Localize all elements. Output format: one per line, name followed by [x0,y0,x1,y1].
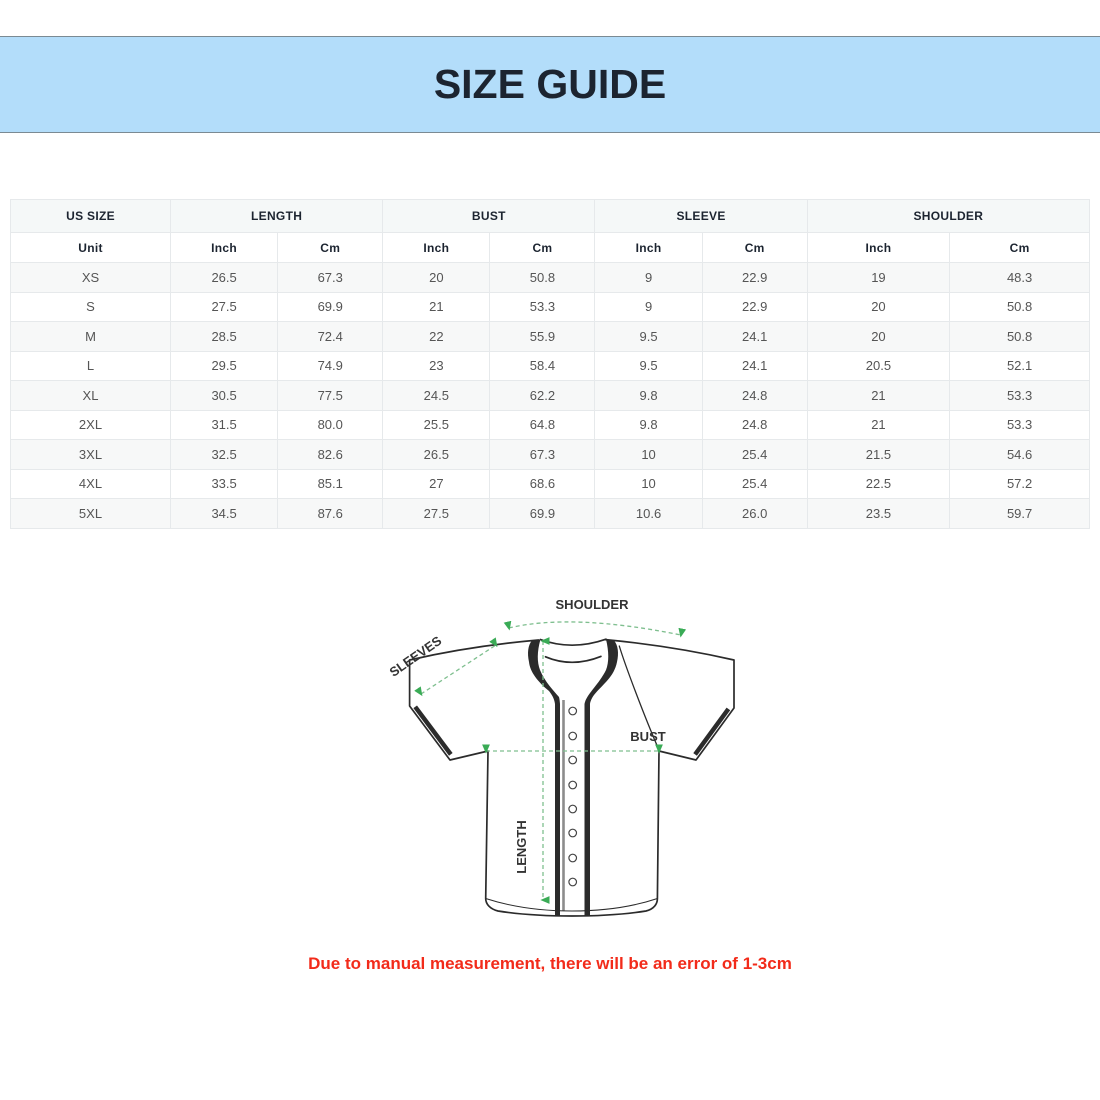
svg-text:LENGTH: LENGTH [514,820,529,873]
svg-text:BUST: BUST [630,729,665,744]
svg-text:SHOULDER: SHOULDER [556,600,630,612]
svg-text:SLEEVES: SLEEVES [387,633,445,680]
